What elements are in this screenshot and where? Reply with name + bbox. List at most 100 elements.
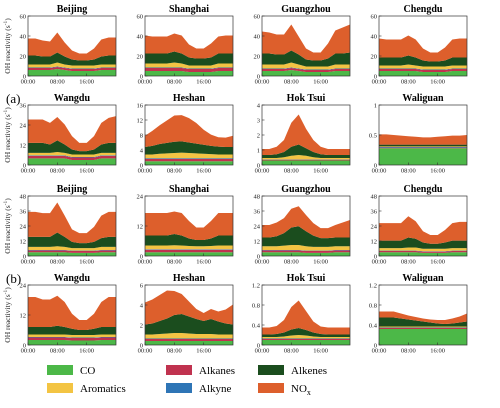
y-tick-label: 0 [374,73,377,80]
area-aromatics [28,334,116,338]
axes-frame [378,15,468,77]
subplot-a-shanghai: Shanghai 0 20 40 60 00:00 08:00 16:00 [137,4,234,86]
x-tick-label: 00:00 [138,168,153,175]
y-tick-label: 20 [371,53,378,60]
x-tick-label: 08:00 [167,79,182,86]
y-tick-label: 0 [23,162,26,169]
area-nox [379,216,467,244]
y-tick-label: 0 [140,162,143,169]
legend-item-co: CO [47,365,95,377]
subplot-title: Wangdu [54,93,91,104]
subplot-title: Heshan [173,273,206,284]
area-alkyne [262,250,350,251]
x-tick-label: 08:00 [50,79,65,86]
y-tick-label: 48 [20,193,27,200]
x-tick-label: 00:00 [372,259,387,266]
x-tick-label: 00:00 [21,348,36,355]
x-tick-label: 16:00 [430,259,445,266]
area-nox [145,211,233,240]
subplot-title: Waliguan [402,93,444,104]
area-nox [28,32,116,61]
y-tick-label: 0 [257,253,260,260]
x-tick-label: 08:00 [50,259,65,266]
x-tick-label: 16:00 [313,259,328,266]
y-tick-label: 36 [254,208,261,215]
y-axis-label: OH reactivity (s-1) [3,107,12,163]
x-tick-label: 16:00 [313,168,328,175]
y-tick-label: 12 [371,238,378,245]
subplot-title: Chengdu [404,4,443,15]
subplot-b-hok-tsui: Hok Tsui 0 0.4 0.8 1.2 00:00 08:00 16:00 [252,273,351,355]
legend-item-alkanes: Alkanes [166,365,235,377]
y-tick-label: 24 [371,223,378,230]
legend: CO Alkanes Alkenes Aromatics Alkyne NOx [47,365,327,397]
subplot-title: Wangdu [54,273,91,284]
x-tick-label: 00:00 [372,168,387,175]
legend-swatch [47,383,73,393]
legend-label: CO [80,365,95,377]
x-tick-label: 00:00 [138,259,153,266]
subplot-b-beijing: Beijing 0 12 24 36 48 00:00 08:00 16:00 OH reacti… [3,184,117,266]
x-tick-label: 16:00 [196,259,211,266]
x-tick-label: 00:00 [255,79,270,86]
area-alkanes [262,250,350,253]
y-tick-label: 48 [254,193,261,200]
axes-frame [27,104,117,166]
area-aromatics [379,326,467,328]
y-tick-label: 1.2 [252,282,260,289]
area-alkenes [28,232,116,249]
subplot-title: Guangzhou [281,4,331,15]
subplot-a-chengdu: Chengdu 0 20 40 60 00:00 08:00 16:00 [371,4,468,86]
area-co [28,340,116,345]
area-alkenes [28,52,116,66]
y-tick-label: 0.8 [369,302,377,309]
area-alkenes [379,237,467,249]
x-tick-label: 16:00 [430,168,445,175]
subplot-title: Hok Tsui [287,273,326,284]
x-tick-label: 08:00 [167,259,182,266]
x-tick-label: 16:00 [430,348,445,355]
y-tick-label: 36 [20,102,27,109]
area-co [28,69,116,76]
area-nox [145,33,233,59]
area-alkyne [28,155,116,158]
legend-label: Alkenes [291,365,327,377]
area-co [262,340,350,345]
x-tick-label: 08:00 [284,168,299,175]
area-alkyne [145,249,233,250]
y-tick-label: 4 [140,302,144,309]
y-tick-label: 4 [140,147,144,154]
area-alkenes [145,141,233,155]
y-tick-label: 24 [20,282,27,289]
y-tick-label: 0.4 [252,322,261,329]
y-tick-label: 0 [23,342,26,349]
area-nox [28,202,116,244]
x-tick-label: 08:00 [50,168,65,175]
area-alkyne [145,158,233,159]
y-tick-label: 0.5 [369,132,377,139]
area-nox [379,134,467,145]
subplot-b-heshan: Heshan 0 2 4 6 00:00 08:00 16:00 [138,273,234,355]
y-axis-label: OH reactivity (s-1) [3,287,12,343]
legend-label: NOx [291,383,311,397]
area-co [262,160,350,165]
area-alkanes [262,159,350,161]
y-tick-label: 0 [257,342,260,349]
y-tick-label: 0.4 [369,322,378,329]
x-tick-label: 16:00 [79,79,94,86]
area-alkanes [145,249,233,253]
area-co [28,252,116,256]
y-tick-label: 0 [257,162,260,169]
x-tick-label: 08:00 [284,348,299,355]
y-tick-label: 0 [257,73,260,80]
x-tick-label: 08:00 [284,259,299,266]
legend-swatch [258,383,284,393]
area-nox [28,116,116,152]
area-co [262,70,350,76]
legend-label: Alkanes [199,365,235,377]
y-tick-label: 20 [20,53,27,60]
area-co [262,252,350,256]
area-nox [262,24,350,61]
x-tick-label: 16:00 [196,168,211,175]
